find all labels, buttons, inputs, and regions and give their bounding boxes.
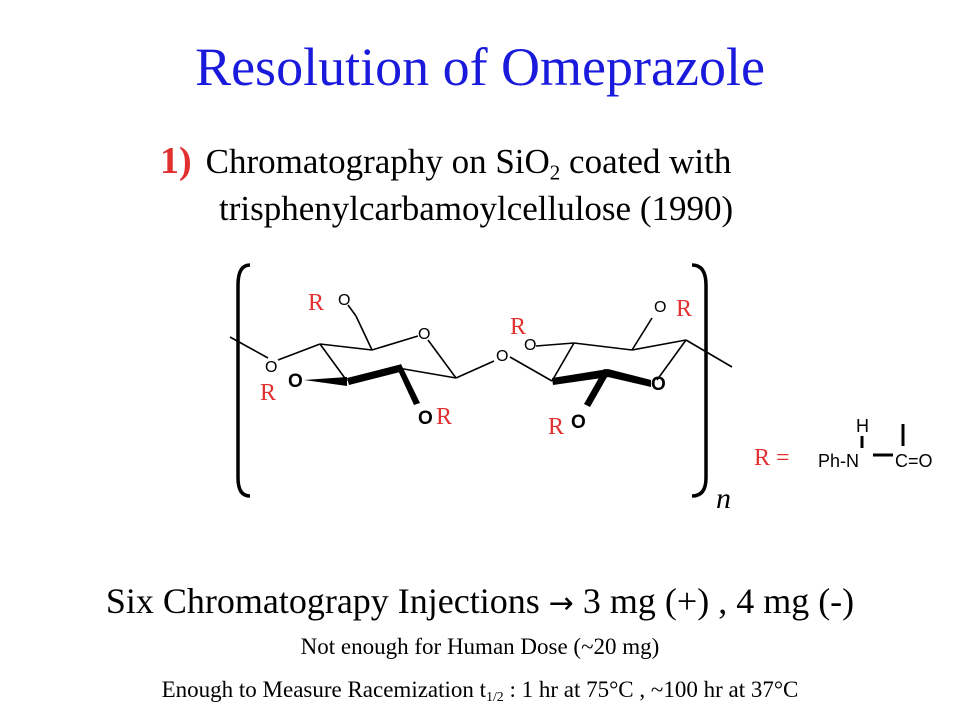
cellulose-structure-diagram: O O O O O O O O O O R R R R R R n R = H … [229,263,933,515]
enough-line: Enough to Measure Racemization t1/2 : 1 … [0,677,960,705]
o-atom-bold: O [651,374,666,395]
r-group: R [260,380,276,406]
o-atom: O [338,292,350,309]
r-group: R [676,296,692,322]
r-group: R [436,404,452,430]
ph-n-group: Ph-N [818,451,859,471]
half-life-subscript: 1/2 [486,689,504,705]
left-ring-wedge-right [396,364,420,405]
point-line2: trisphenylcarbamoylcellulose (1990) [219,189,734,228]
left-bracket [236,263,251,498]
injections-line: Six Chromatograpy Injections → 3 mg (+) … [0,580,960,622]
enough-values: : 1 hr at 75°C , ~100 hr at 37°C [503,677,799,702]
injections-text: Six Chromatograpy Injections [105,581,549,621]
carbonyl-group: C=O [895,451,933,471]
o-atom: O [418,326,430,343]
point-line1-tail: coated with [560,142,732,181]
right-ring-wedge-left [584,369,611,407]
r-group: R [308,290,324,316]
page-title: Resolution of Omeprazole [195,37,765,97]
injections-result: 3 mg (+) , 4 mg (-) [573,581,855,621]
r-group: R [510,314,526,340]
right-ring [509,317,733,382]
point-line1-subscript: 2 [549,160,561,185]
not-enough-line: Not enough for Human Dose (~20 mg) [300,634,660,659]
point-number: 1) [160,140,192,182]
r-group: R [548,414,564,440]
point-line1-text: Chromatography on SiO [205,142,550,181]
repeat-count-n: n [716,482,731,515]
o-atom: O [265,359,277,376]
right-bracket [691,263,708,498]
o-atom-bold: O [288,371,303,392]
left-ring-bond [397,367,457,379]
right-ring-wedge-right [608,369,651,387]
o-atom: O [496,348,508,365]
left-ring-wedge-left [304,377,347,386]
r-definition-label: R = [754,445,790,471]
arrow-icon: → [548,586,574,621]
o-atom-bold: O [418,408,433,429]
enough-text: Enough to Measure Racemization t [161,677,487,702]
point-1: 1) Chromatography on SiO2 coated with tri… [160,138,733,228]
left-ring [229,304,495,382]
left-ring-wedge-top [347,365,400,385]
right-ring-wedge-top [552,369,609,385]
o-atom: O [524,337,536,354]
o-atom: O [654,299,666,316]
o-atom-bold: O [571,412,586,433]
h-atom: H [856,416,869,436]
